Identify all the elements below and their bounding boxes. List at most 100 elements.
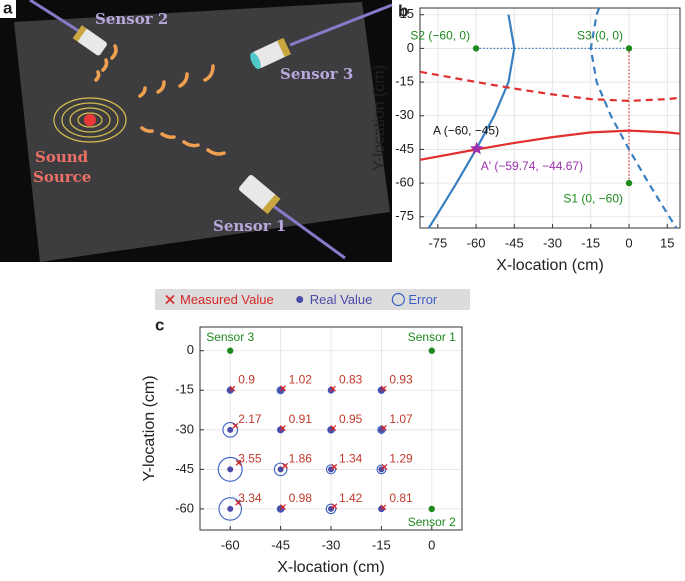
plot-frame xyxy=(419,7,681,229)
measured-point xyxy=(380,504,387,511)
sensor-label: Sensor 3 xyxy=(206,330,254,344)
point-label: S3 (0, 0) xyxy=(577,29,623,43)
panel-label: b xyxy=(398,1,408,20)
plane xyxy=(14,2,390,262)
legend-label: Measured Value xyxy=(180,292,274,307)
measured-point xyxy=(282,462,289,469)
sensor-point xyxy=(227,347,234,354)
panel-a: Sensor 2 Sensor 3 Sensor 1 Sound Source … xyxy=(0,0,393,262)
x-axis-title: X-location (cm) xyxy=(496,257,604,274)
error-circle xyxy=(217,456,243,482)
error-circle xyxy=(376,464,387,475)
x-tick-label: 15 xyxy=(660,235,674,250)
real-point xyxy=(227,426,234,433)
panel-label: c xyxy=(155,315,164,334)
error-label: 1.02 xyxy=(289,372,313,386)
point-label: A (−60, −45) xyxy=(433,124,499,138)
y-tick-label: -30 xyxy=(175,421,194,436)
sensor-point xyxy=(428,347,435,354)
x-tick-label: -60 xyxy=(467,235,486,250)
measured-point xyxy=(331,463,338,470)
measured-point xyxy=(331,503,338,510)
y-tick-label: -60 xyxy=(175,500,194,515)
y-tick-label: -45 xyxy=(395,141,414,156)
y-tick-label: 15 xyxy=(400,6,414,21)
point-label: S2 (−60, 0) xyxy=(410,29,470,43)
y-tick-label: 0 xyxy=(407,40,414,55)
sensor-label: Sensor 1 xyxy=(408,330,456,344)
measured-point xyxy=(279,504,286,511)
curve xyxy=(427,14,516,229)
error-label: 0.95 xyxy=(339,412,363,426)
point xyxy=(472,45,480,52)
measured-point xyxy=(235,499,242,506)
x-axis-title: X-location (cm) xyxy=(277,559,385,576)
point-label: A' (−59.74, −44.67) xyxy=(481,159,583,173)
sound-waves xyxy=(53,97,127,143)
measured-point xyxy=(380,385,387,392)
real-point xyxy=(277,466,284,473)
measured-point xyxy=(330,425,337,432)
legend-marker xyxy=(391,292,405,307)
cable xyxy=(289,3,393,47)
measured-point xyxy=(330,385,336,392)
y-tick-label: -45 xyxy=(175,461,194,476)
sound-source xyxy=(84,114,96,126)
error-label: 0.91 xyxy=(289,412,313,426)
error-label: 0.9 xyxy=(238,372,255,386)
y-tick-label: 0 xyxy=(187,342,194,357)
curve xyxy=(589,7,678,229)
wave-arcs xyxy=(94,44,226,156)
error-label: 0.98 xyxy=(289,491,313,505)
curve xyxy=(419,129,681,161)
sensor-label: Sensor 1 xyxy=(213,217,286,235)
point-label: S1 (0, −60) xyxy=(563,191,623,205)
y-tick-label: -60 xyxy=(395,175,414,190)
cable xyxy=(29,0,86,37)
error-label: 3.34 xyxy=(238,491,262,505)
x-tick-label: -15 xyxy=(581,235,600,250)
measured-point xyxy=(280,385,286,392)
x-tick-label: -15 xyxy=(372,537,391,552)
x-tick-label: 0 xyxy=(625,235,632,250)
cable xyxy=(264,198,346,260)
x-tick-label: -30 xyxy=(322,537,341,552)
curve xyxy=(419,70,681,103)
legend-marker xyxy=(165,294,175,305)
error-circle xyxy=(222,421,239,438)
sensor-label: Sensor 2 xyxy=(408,515,456,529)
y-tick-label: -30 xyxy=(395,107,414,122)
error-circle xyxy=(377,425,386,434)
error-label: 1.86 xyxy=(289,452,313,466)
x-tick-label: -75 xyxy=(428,235,447,250)
real-point xyxy=(227,466,234,473)
panel-b: -75 -60 -45 -30 -15 0 15 15 0 -15 -30 -45 -60 -75 X-lo… xyxy=(371,1,681,274)
error-circle xyxy=(325,464,337,475)
source-label: Sound xyxy=(35,148,89,166)
point xyxy=(470,141,484,155)
error-label: 1.07 xyxy=(389,412,413,426)
error-label: 0.83 xyxy=(339,372,363,386)
source-label: Source xyxy=(33,168,91,186)
sensor-label: Sensor 2 xyxy=(95,10,168,28)
legend-marker xyxy=(296,296,304,303)
measured-point xyxy=(232,422,239,429)
error-label: 1.29 xyxy=(389,452,413,466)
legend xyxy=(155,289,470,310)
x-tick-label: -30 xyxy=(543,235,562,250)
x-tick-label: -60 xyxy=(221,537,240,552)
sensor-icon xyxy=(250,37,292,70)
panel-c: -60 -45 -30 -15 0 0 -15 -30 -45 -60 X-location (cm… xyxy=(141,289,470,576)
x-tick-label: -45 xyxy=(505,235,524,250)
y-axis-title: Y-location (cm) xyxy=(371,65,388,171)
sensor-point xyxy=(428,505,435,513)
measured-point xyxy=(380,424,387,431)
y-tick-label: -75 xyxy=(395,208,414,223)
error-label: 1.42 xyxy=(339,491,363,505)
sensor-label: Sensor 3 xyxy=(280,65,353,83)
point xyxy=(625,179,633,187)
plot-area xyxy=(420,8,680,228)
error-label: 0.93 xyxy=(389,372,413,386)
measured-point xyxy=(279,425,286,432)
